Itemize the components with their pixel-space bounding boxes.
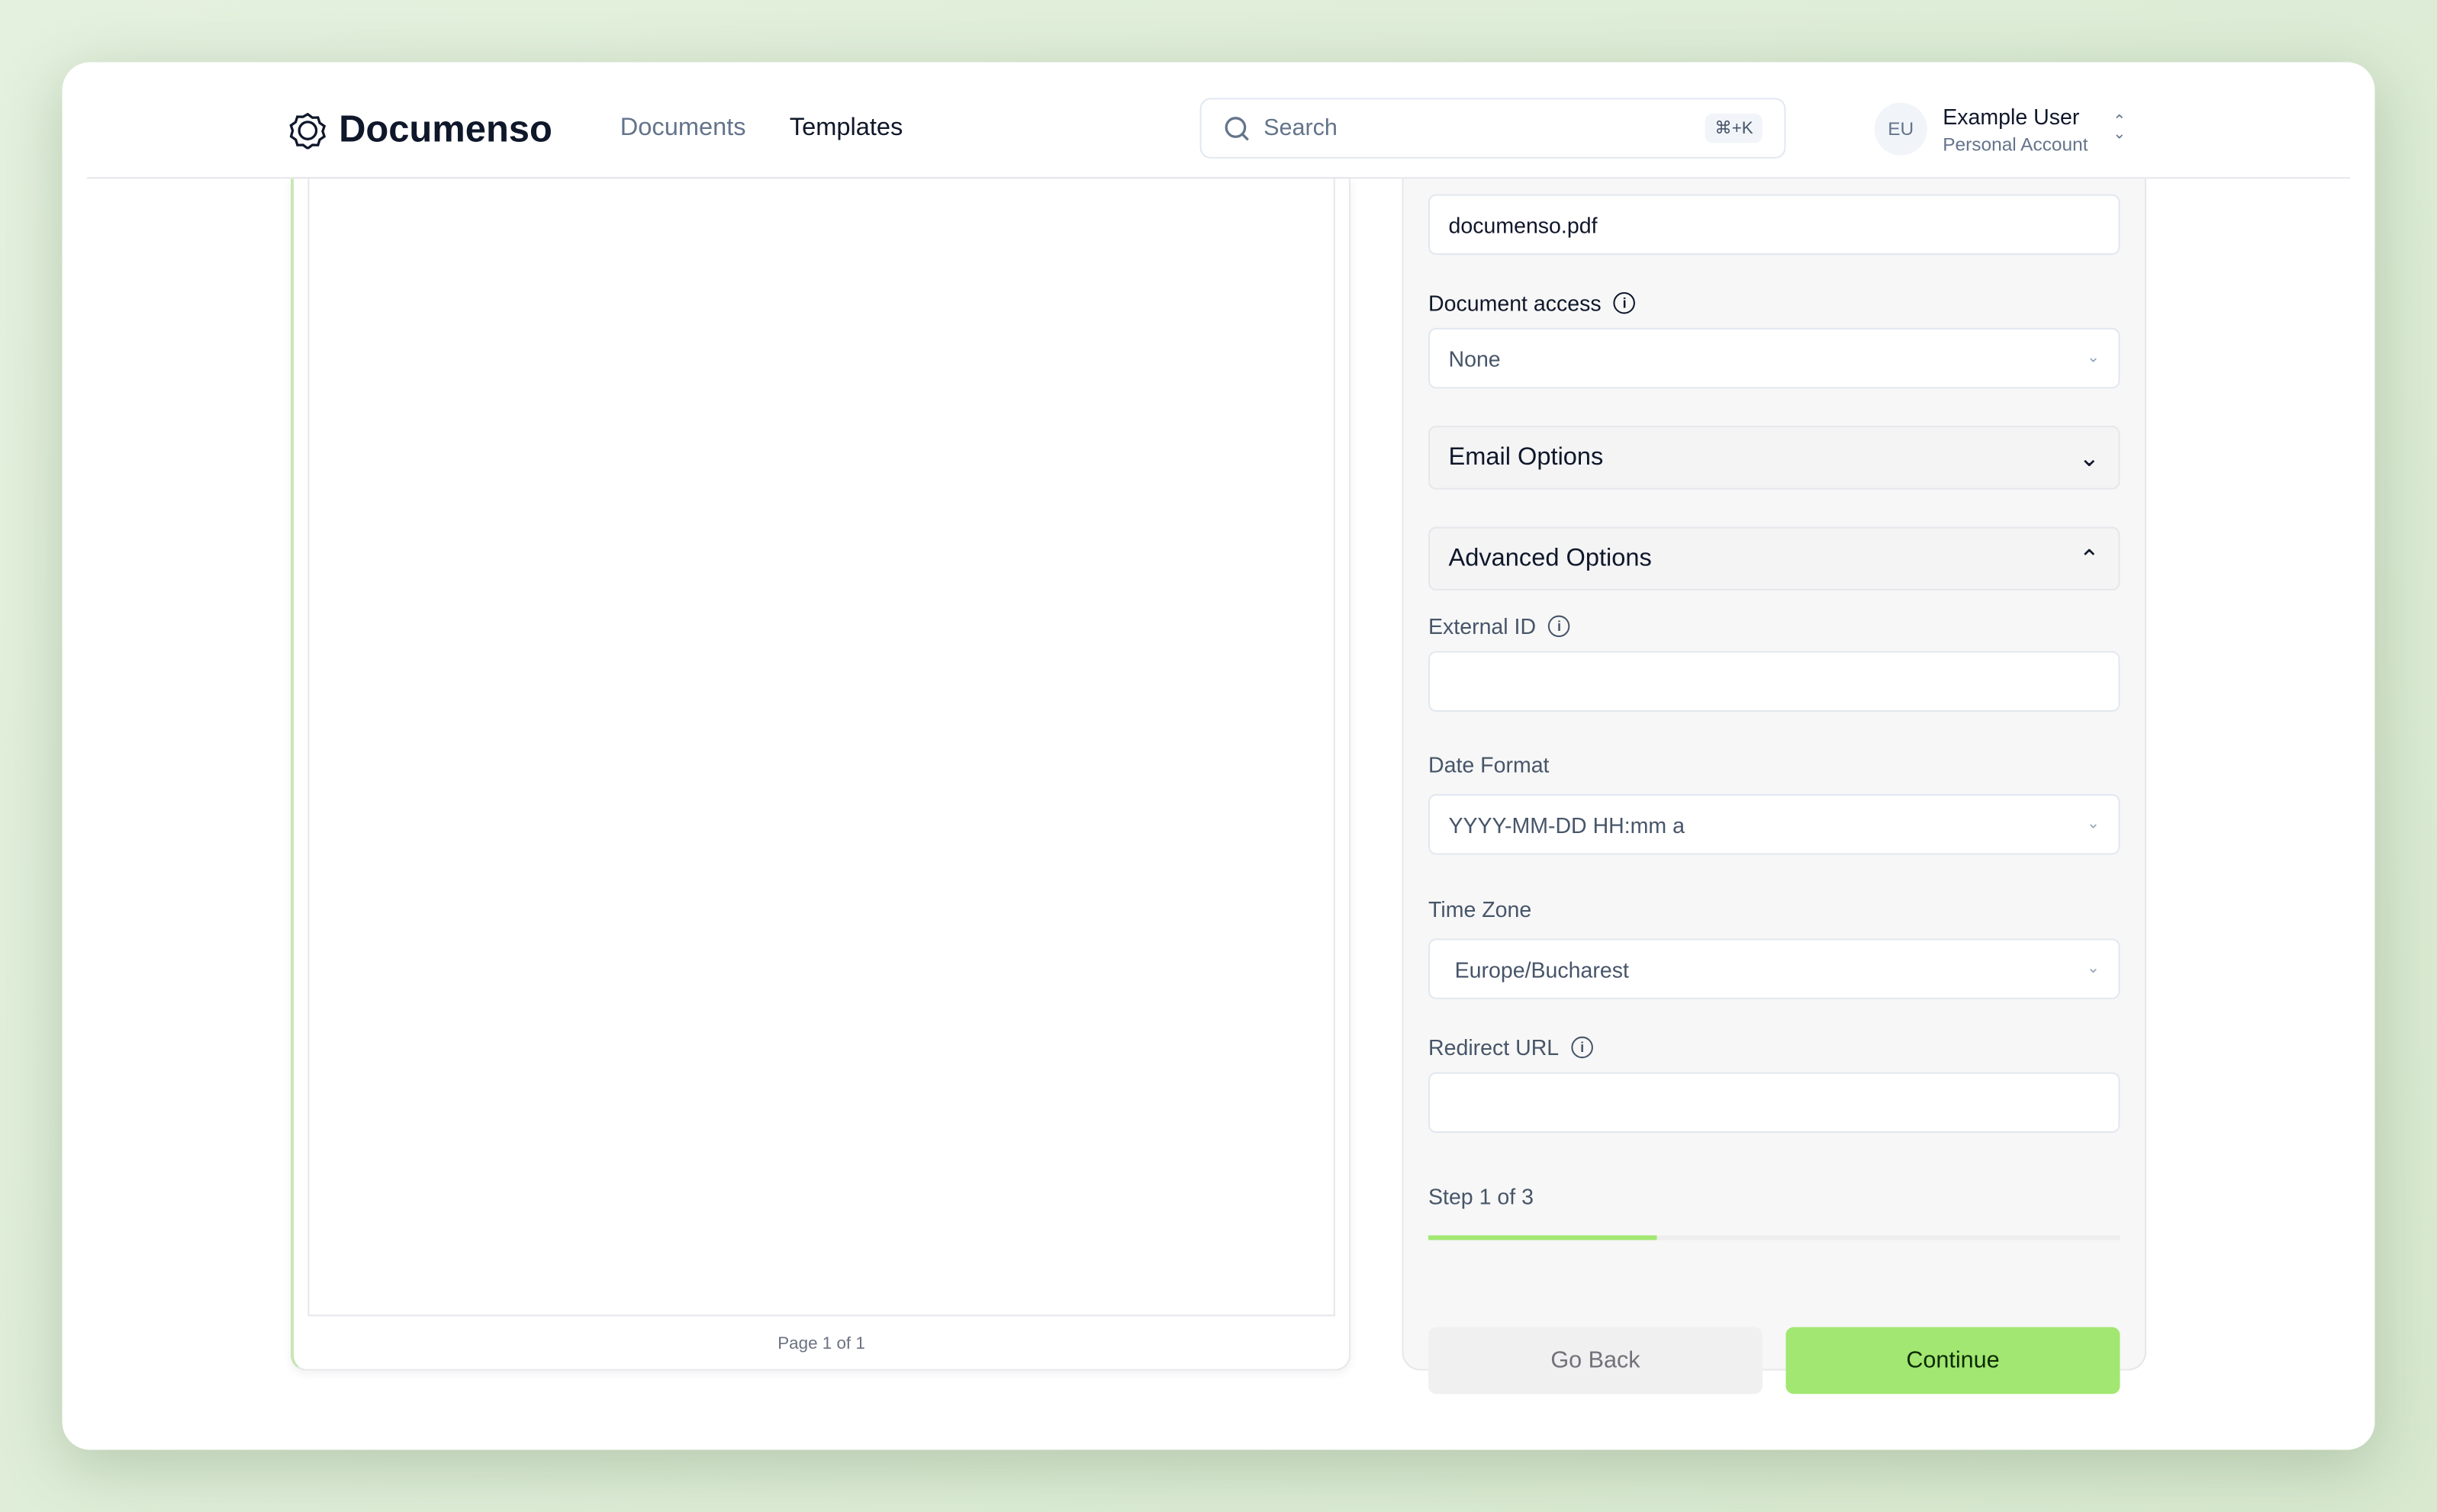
external-id-label: External ID i: [1428, 614, 2120, 639]
account-type: Personal Account: [1943, 133, 2088, 155]
header: Documenso Documents Templates Search ⌘+K…: [87, 62, 2350, 179]
logo-icon: [289, 112, 327, 150]
redirect-url-input[interactable]: [1428, 1072, 2120, 1133]
progress-fill: [1428, 1235, 1657, 1240]
document-viewer: Page 1 of 1: [290, 179, 1351, 1371]
date-format-select[interactable]: YYYY-MM-DD HH:mm a ⌄: [1428, 793, 2120, 855]
continue-button[interactable]: Continue: [1785, 1327, 2120, 1395]
app-window: Documenso Documents Templates Search ⌘+K…: [62, 62, 2375, 1450]
chevron-down-icon: ⌄: [2086, 960, 2100, 978]
account-switcher[interactable]: EU Example User Personal Account ⌃ ⌄: [1874, 102, 2126, 156]
time-zone-label: Time Zone: [1428, 896, 1532, 922]
search-input[interactable]: Search ⌘+K: [1199, 98, 1786, 159]
time-zone-select[interactable]: Europe/Bucharest ⌄: [1428, 938, 2120, 999]
settings-panel: documenso.pdf Document access i None ⌄ Ema…: [1402, 179, 2147, 1395]
redirect-url-label: Redirect URL i: [1428, 1035, 2120, 1060]
search-placeholder: Search: [1264, 114, 1338, 142]
chevron-down-icon: ⌄: [2078, 445, 2100, 472]
advanced-options-accordion[interactable]: Advanced Options ⌃: [1428, 526, 2120, 591]
go-back-button[interactable]: Go Back: [1428, 1327, 1763, 1395]
external-id-input[interactable]: [1428, 651, 2120, 712]
nav-documents[interactable]: Documents: [620, 114, 746, 142]
user-name: Example User: [1943, 103, 2080, 129]
document-access-select[interactable]: None ⌄: [1428, 327, 2120, 389]
search-icon: [1225, 116, 1249, 140]
chevron-down-icon: ⌄: [2086, 349, 2100, 367]
chevron-up-icon: ⌃: [2078, 546, 2100, 573]
step-indicator: Step 1 of 3: [1428, 1184, 1534, 1209]
nav-templates[interactable]: Templates: [789, 114, 903, 142]
title-input[interactable]: documenso.pdf: [1428, 194, 2120, 256]
avatar: EU: [1874, 102, 1927, 156]
document-access-label: Document access i: [1428, 291, 2120, 316]
progress-track: [1428, 1235, 2120, 1240]
date-format-label: Date Format: [1428, 751, 1550, 777]
brand-name: Documenso: [339, 108, 552, 151]
email-options-accordion[interactable]: Email Options ⌄: [1428, 426, 2120, 490]
shortcut-badge: ⌘+K: [1705, 113, 1763, 143]
info-icon[interactable]: i: [1613, 291, 1636, 314]
pdf-page: [307, 179, 1335, 1317]
page-indicator: Page 1 of 1: [777, 1334, 865, 1354]
info-icon[interactable]: i: [1571, 1036, 1593, 1059]
chevron-down-icon: ⌄: [2086, 816, 2100, 833]
info-icon[interactable]: i: [1548, 615, 1570, 638]
chevrons-up-down-icon: ⌃ ⌄: [2113, 113, 2126, 143]
brand-logo[interactable]: Documenso: [289, 109, 552, 153]
